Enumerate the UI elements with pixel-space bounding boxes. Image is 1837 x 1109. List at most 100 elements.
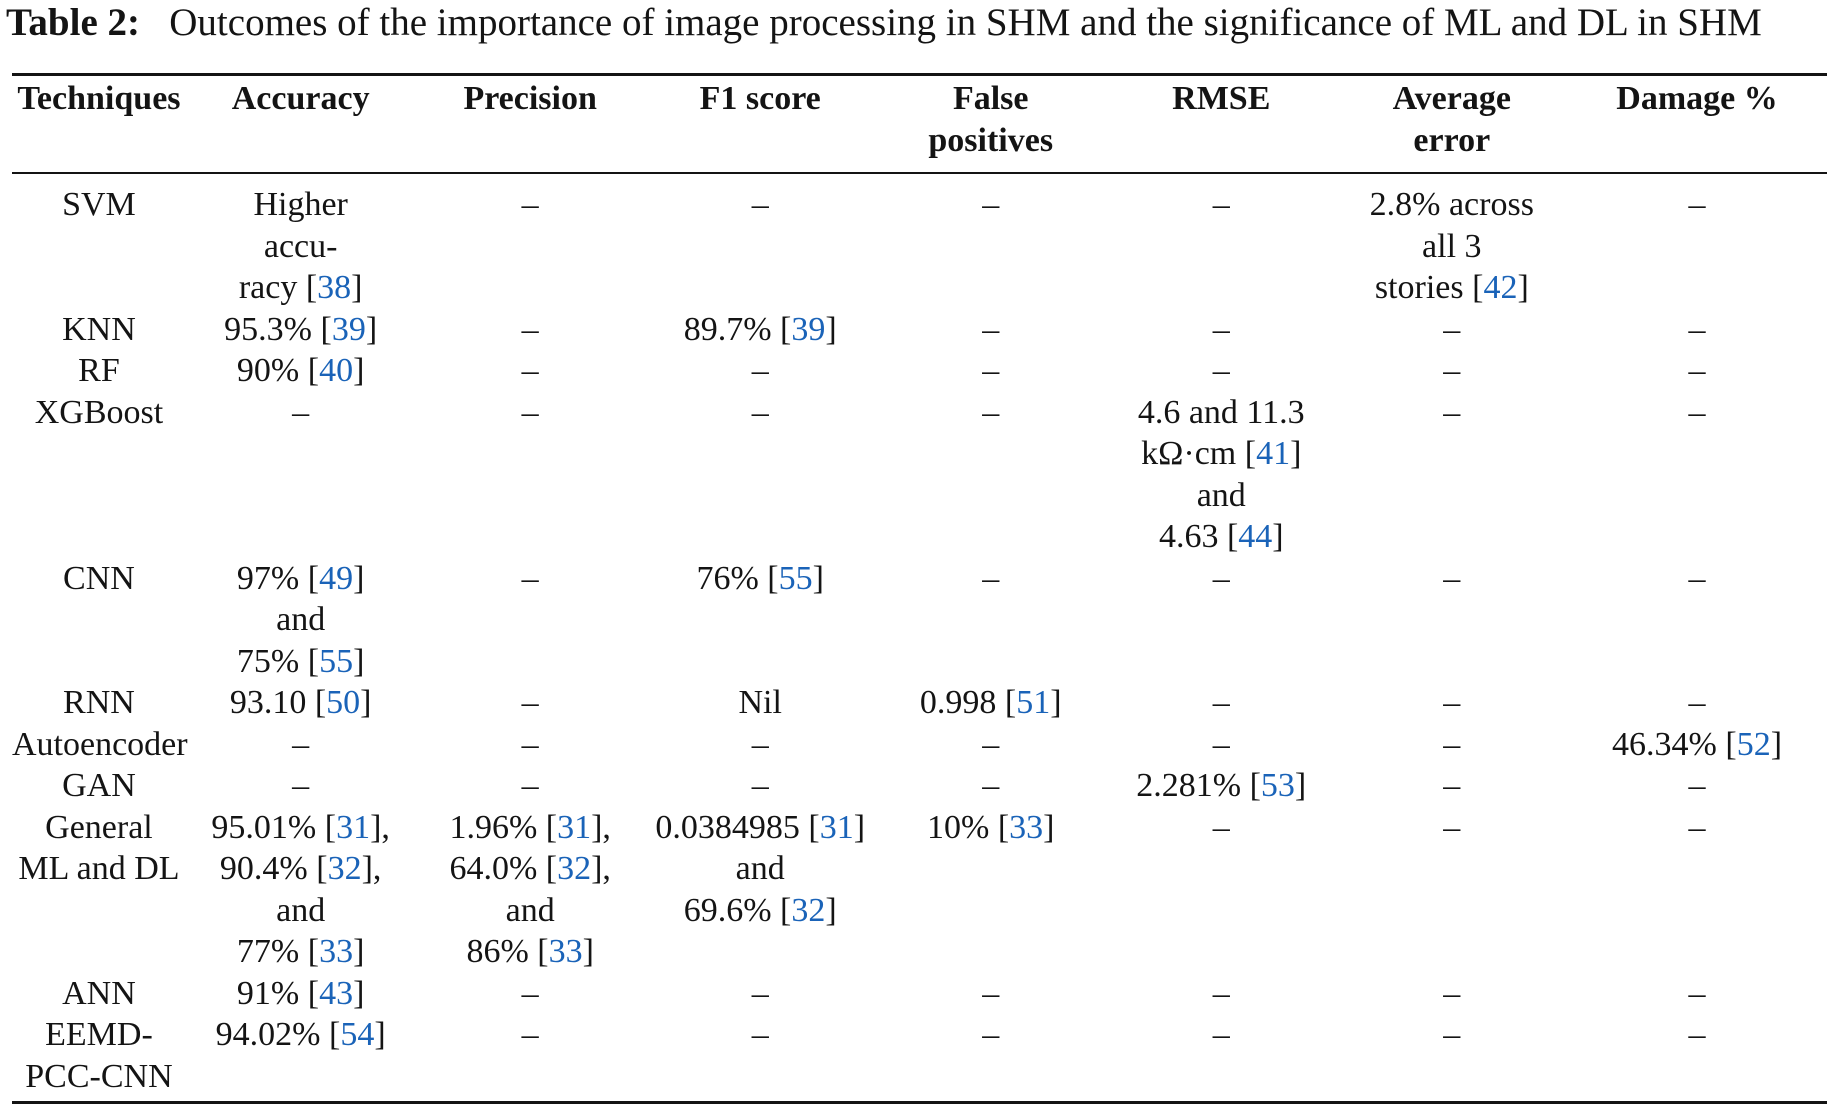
value-cell: – [1106,724,1337,766]
cell-text: Higher [253,186,348,223]
cell-text: 90.4% [219,850,317,887]
cell-line: – [1567,558,1827,600]
citation-bracket: ] [374,1016,386,1053]
cell-line: all 3 [1337,226,1568,268]
cell-text: 46.34% [1612,725,1726,763]
citation-bracket: [ [780,310,792,348]
value-cell: – [645,392,876,558]
citation-link: 33 [548,933,583,970]
citation-bracket: [ [329,1016,341,1053]
citation-bracket: ] [353,974,365,1012]
citation-link: 53 [1260,767,1295,804]
cell-text: – [751,352,769,389]
cell-text: – [1212,559,1230,597]
cell-line: – [875,765,1106,807]
cell-line: 4.63 [44] [1106,516,1337,558]
cell-text: – [521,725,539,763]
citation-bracket: [ [537,933,549,970]
cell-line: accu- [186,226,416,268]
value-cell: – [1106,558,1337,683]
value-cell: – [1337,765,1568,807]
value-cell: 95.01% [31], 90.4% [32], and 77% [33] [186,807,416,973]
cell-suffix: , [602,808,611,846]
cell-line: – [1337,765,1568,807]
citation-link: 43 [319,974,354,1012]
cell-text: 95.3% [224,310,321,348]
cell-text: – [1688,352,1706,389]
value-cell: 90% [40] [186,350,416,392]
cell-text: and [1196,476,1246,514]
cell-line: – [186,765,416,807]
citation-bracket: ] [591,808,603,846]
cell-line: – [1567,765,1827,807]
citation-link: 31 [819,808,854,846]
value-cell: – [1567,682,1827,724]
citation-bracket: [ [307,559,320,597]
technique-cell: RF [12,350,186,392]
technique-name-line: GAN [62,767,136,804]
table-row: GAN – – – – 2.281% [53] – – [12,765,1827,807]
value-cell: – [1337,1014,1568,1097]
value-cell: – [1337,807,1568,973]
value-cell: – [415,350,645,392]
cell-text: – [292,725,310,763]
citation-link: 32 [557,850,592,887]
cell-line: 2.281% [53] [1106,765,1337,807]
cell-line: – [875,724,1106,766]
cell-text: – [1688,393,1706,431]
cell-text: 2.281% [1136,767,1250,804]
cell-line: racy [38] [186,267,416,309]
cell-line: – [1106,682,1337,724]
citation-link: 54 [340,1016,375,1053]
cell-text: 77% [236,933,308,970]
cell-line: – [645,392,876,434]
cell-text: – [521,684,539,721]
cell-text: racy [238,269,306,306]
cell-line: – [415,392,645,434]
cell-line: 46.34% [52] [1567,724,1827,766]
value-cell: 4.6 and 11.3 kΩ·cm [41] and 4.63 [44] [1106,392,1337,558]
citation-link: 31 [336,808,371,846]
value-cell: – [1337,392,1568,558]
results-table: Techniques Accuracy Precision F1 score False… [12,78,1827,1097]
technique-cell: General ML and DL [12,807,186,973]
value-cell: – [1567,1014,1827,1097]
cell-line: – [415,973,645,1015]
cell-text: 97% [236,559,308,597]
cell-text: – [982,186,1000,223]
citation-bracket: ] [370,808,382,846]
cell-line: 91% [43] [186,973,416,1015]
technique-name-line: XGBoost [34,393,164,431]
cell-text: 69.6% [683,891,781,929]
citation-link: 33 [319,933,354,970]
citation-link: 41 [1256,435,1291,472]
cell-line: 89.7% [39] [645,309,876,351]
column-header-line: Damage % [1616,80,1778,117]
citation-link: 52 [1736,725,1771,763]
cell-line: – [415,350,645,392]
cell-text: 64.0% [449,850,546,887]
cell-line: – [415,682,645,724]
cell-text: – [521,352,539,389]
citation-bracket: ] [1050,684,1062,721]
header-rule [12,172,1827,174]
cell-text: – [1443,767,1461,804]
cell-text: – [1688,186,1706,223]
value-cell: – [1337,350,1568,392]
cell-text: – [982,974,1000,1012]
cell-text: 10% [926,808,998,846]
cell-line: – [645,973,876,1015]
citation-link: 33 [1009,808,1044,846]
value-cell: – [415,724,645,766]
cell-line: – [875,558,1106,600]
citation-bracket: ] [591,850,603,887]
cell-text: – [1212,684,1230,721]
cell-text: – [521,559,539,597]
cell-text: – [1443,974,1461,1012]
value-cell: – [1337,309,1568,351]
citation-bracket: ] [825,891,837,929]
technique-name-line: RF [78,352,120,389]
cell-text: 95.01% [211,808,325,846]
cell-text: 91% [236,974,308,1012]
header-row: Techniques Accuracy Precision F1 score False… [12,78,1827,173]
